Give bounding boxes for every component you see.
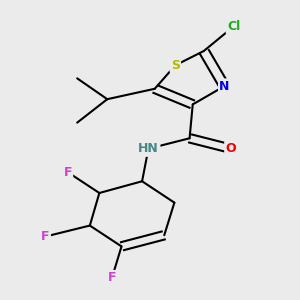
Text: F: F	[108, 271, 116, 284]
Text: S: S	[171, 59, 180, 72]
Text: F: F	[41, 230, 50, 243]
Text: HN: HN	[138, 142, 159, 155]
Text: Cl: Cl	[227, 20, 241, 33]
Text: N: N	[219, 80, 230, 93]
Text: O: O	[225, 142, 236, 155]
Text: F: F	[63, 166, 72, 178]
